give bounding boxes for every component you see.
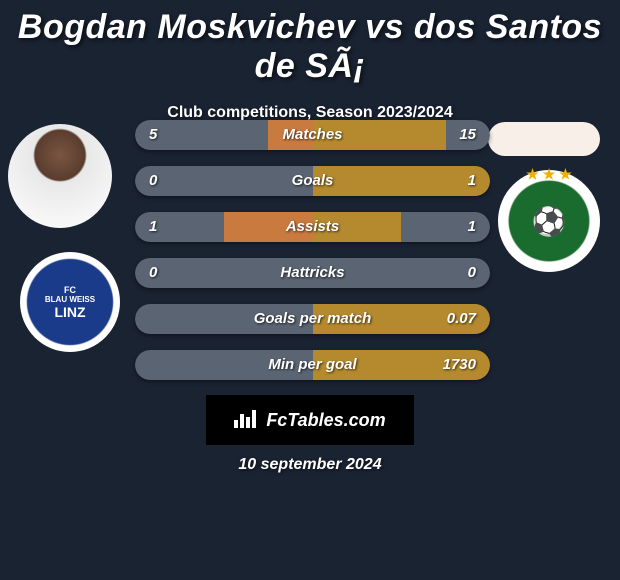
stat-row: 11Assists bbox=[135, 212, 490, 242]
stat-label: Goals bbox=[135, 166, 490, 196]
comparison-title: Bogdan Moskvichev vs dos Santos de SÃ¡ bbox=[0, 0, 620, 86]
stat-row: 00Hattricks bbox=[135, 258, 490, 288]
player1-club-logo: FC BLAU WEISS LINZ bbox=[20, 252, 120, 352]
club1-text-top: FC bbox=[64, 285, 76, 295]
club1-text-bot: LINZ bbox=[54, 304, 85, 320]
stat-row: 01Goals bbox=[135, 166, 490, 196]
brand-text: FcTables.com bbox=[266, 410, 385, 431]
stat-row: 515Matches bbox=[135, 120, 490, 150]
date-text: 10 september 2024 bbox=[0, 456, 620, 474]
club2-stars-icon: ★ ★ ★ bbox=[498, 166, 600, 183]
stat-label: Assists bbox=[135, 212, 490, 242]
stat-row: 1730Min per goal bbox=[135, 350, 490, 380]
player2-photo bbox=[488, 122, 600, 156]
stats-chart: 515Matches 01Goals 11Assists 00Hattricks 0.0… bbox=[135, 120, 490, 396]
stat-label: Goals per match bbox=[135, 304, 490, 334]
stat-label: Min per goal bbox=[135, 350, 490, 380]
club1-text-mid: BLAU WEISS bbox=[45, 295, 95, 304]
stat-label: Matches bbox=[135, 120, 490, 150]
club2-shield-icon: ⚽ bbox=[532, 205, 567, 238]
stat-label: Hattricks bbox=[135, 258, 490, 288]
brand-logo: FcTables.com bbox=[206, 395, 414, 445]
bars-icon bbox=[234, 408, 258, 433]
stat-row: 0.07Goals per match bbox=[135, 304, 490, 334]
player1-photo bbox=[8, 124, 112, 228]
player2-club-logo: ★ ★ ★ ⚽ bbox=[498, 170, 600, 272]
